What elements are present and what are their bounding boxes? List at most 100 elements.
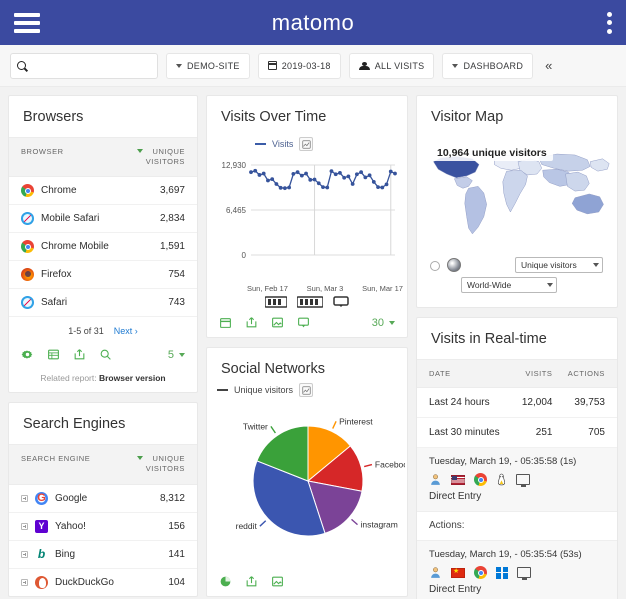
bar-sparkline-icon[interactable] — [265, 296, 287, 308]
days-limit-value: 30 — [371, 316, 384, 329]
table-row[interactable]: Y Yahoo! 156 — [9, 513, 197, 541]
gear-icon[interactable] — [21, 348, 34, 361]
related-report-link[interactable]: Browser version — [98, 373, 166, 384]
search-icon[interactable] — [99, 348, 112, 361]
globe-icon[interactable] — [447, 258, 461, 272]
line-chart-svg: 0 6,465 12,930 — [222, 161, 397, 260]
duckduckgo-icon — [35, 575, 48, 589]
row-value: 754 — [168, 269, 185, 281]
row-label: Firefox — [41, 269, 72, 281]
annotation-icon[interactable] — [333, 296, 349, 308]
segment-selector[interactable]: ALL VISITS — [348, 52, 435, 79]
visitor-map-title: Visitor Map — [431, 109, 504, 125]
dashboard-selector[interactable]: DASHBOARD — [442, 52, 534, 79]
legend-label: Unique visitors — [234, 385, 294, 395]
table-row[interactable]: Last 24 hours 12,004 39,753 — [417, 388, 617, 418]
sort-desc-icon — [136, 149, 143, 153]
date-selector-label: 2019-03-18 — [281, 60, 331, 71]
bar-sparkline-icon[interactable] — [297, 296, 323, 308]
chart-legend: Visits — [207, 137, 407, 153]
map-metric-selector[interactable]: Unique visitors — [515, 257, 603, 273]
site-selector[interactable]: DEMO-SITE — [166, 52, 250, 79]
svg-text:0: 0 — [242, 251, 247, 260]
annotation-icon[interactable] — [297, 316, 310, 329]
windows-icon — [496, 566, 508, 579]
table-row[interactable]: Mobile Safari 2,834 — [9, 205, 197, 234]
table-row[interactable]: Google 8,312 — [9, 485, 197, 513]
chart-x-axis: Sun, Feb 17 Sun, Mar 3 Sun, Mar 17 — [207, 283, 407, 293]
row-value: 141 — [168, 548, 185, 560]
svg-text:Facebook: Facebook — [375, 460, 405, 470]
table-row[interactable]: Firefox 754 — [9, 261, 197, 290]
related-report-prefix: Related report: — [40, 373, 99, 384]
table-row[interactable]: Safari 743 — [9, 289, 197, 318]
map-region-selector[interactable]: World-Wide — [461, 277, 557, 293]
zoom-out-icon[interactable] — [430, 261, 440, 271]
export-icon[interactable] — [73, 348, 86, 361]
search-input[interactable] — [31, 60, 151, 71]
visit-referrer: Direct Entry — [429, 491, 482, 502]
chrome-icon — [21, 240, 34, 254]
browsers-widget-title: Browsers — [23, 109, 84, 125]
table-row[interactable]: b Bing 141 — [9, 541, 197, 569]
table-row[interactable]: DuckDuckGo 104 — [9, 569, 197, 596]
visit-icons — [429, 566, 605, 580]
visit-timestamp: Tuesday, March 19, - 05:35:54 (53s) — [429, 549, 582, 560]
realtime-widget: Visits in Real-time DATE VISITS ACTIONS … — [416, 317, 618, 599]
image-icon[interactable] — [271, 316, 284, 329]
expand-icon[interactable] — [21, 578, 28, 586]
export-icon[interactable] — [245, 316, 258, 329]
svg-text:instagram: instagram — [361, 520, 398, 530]
visitor-icon — [431, 474, 440, 485]
collapse-toolbar-button[interactable]: « — [545, 58, 553, 73]
hamburger-menu-icon[interactable] — [14, 12, 40, 33]
export-icon[interactable] — [245, 575, 258, 588]
image-icon[interactable] — [271, 575, 284, 588]
legend-label: Visits — [272, 139, 294, 149]
row-label: Google — [55, 492, 88, 504]
column-header-unique-visitors[interactable]: UNIQUE VISITORS — [136, 147, 185, 167]
table-row[interactable]: Chrome 3,697 — [9, 177, 197, 206]
dashboard-grid: Browsers BROWSER UNIQUE VISITORS Chrome 3… — [0, 87, 626, 599]
world-map[interactable]: 10,964 unique visitors — [423, 137, 611, 255]
dashboard-selector-label: DASHBOARD — [463, 60, 524, 71]
map-region-value: World-Wide — [467, 280, 512, 290]
rows-limit-value: 5 — [167, 348, 174, 361]
row-label: Bing — [55, 548, 76, 560]
next-page-button[interactable]: Next › — [113, 326, 138, 337]
column-header-unique-visitors[interactable]: UNIQUE VISITORS — [136, 454, 185, 474]
pie-chart-container[interactable]: Pinterest Facebook instagram reddit Twitter — [207, 399, 413, 569]
metric-picker-icon[interactable] — [299, 383, 314, 397]
legend-swatch — [255, 143, 266, 145]
row-value: 743 — [168, 297, 185, 309]
visit-icons — [429, 473, 605, 487]
search-box[interactable] — [10, 52, 158, 79]
search-icon — [17, 61, 26, 70]
x-tick-0: Sun, Feb 17 — [247, 284, 288, 293]
metric-picker-icon[interactable] — [299, 137, 314, 151]
table-icon[interactable] — [47, 348, 60, 361]
table-row[interactable]: Chrome Mobile 1,591 — [9, 233, 197, 262]
search-engines-table-header: SEARCH ENGINE UNIQUE VISITORS — [9, 444, 197, 485]
days-limit-selector[interactable]: 30 — [372, 317, 395, 329]
realtime-table-header: DATE VISITS ACTIONS — [417, 359, 617, 388]
date-selector[interactable]: 2019-03-18 — [257, 52, 341, 79]
realtime-visit-entry[interactable]: Tuesday, March 19, - 05:35:58 (1s) — [417, 448, 617, 512]
visit-referrer: Direct Entry — [429, 584, 482, 595]
visits-line-chart[interactable]: 0 6,465 12,930 — [207, 153, 407, 283]
row-value: 1,591 — [159, 241, 185, 253]
yahoo-icon: Y — [35, 519, 48, 533]
chrome-icon — [474, 566, 487, 579]
kebab-menu-icon[interactable] — [607, 11, 612, 34]
table-row[interactable]: Last 30 minutes 251 705 — [417, 418, 617, 448]
expand-icon[interactable] — [21, 522, 28, 530]
calendar-icon[interactable] — [219, 316, 232, 329]
filter-toolbar: DEMO-SITE 2019-03-18 ALL VISITS DASHBOAR… — [0, 45, 626, 87]
pie-icon[interactable] — [219, 575, 232, 588]
expand-icon[interactable] — [21, 494, 28, 502]
row-label: Safari — [41, 297, 68, 309]
column-header-actions: ACTIONS — [567, 369, 605, 378]
rows-limit-selector[interactable]: 5 — [168, 349, 185, 361]
realtime-visit-entry[interactable]: Tuesday, March 19, - 05:35:54 (53s) Dire… — [417, 541, 617, 599]
expand-icon[interactable] — [21, 550, 28, 558]
